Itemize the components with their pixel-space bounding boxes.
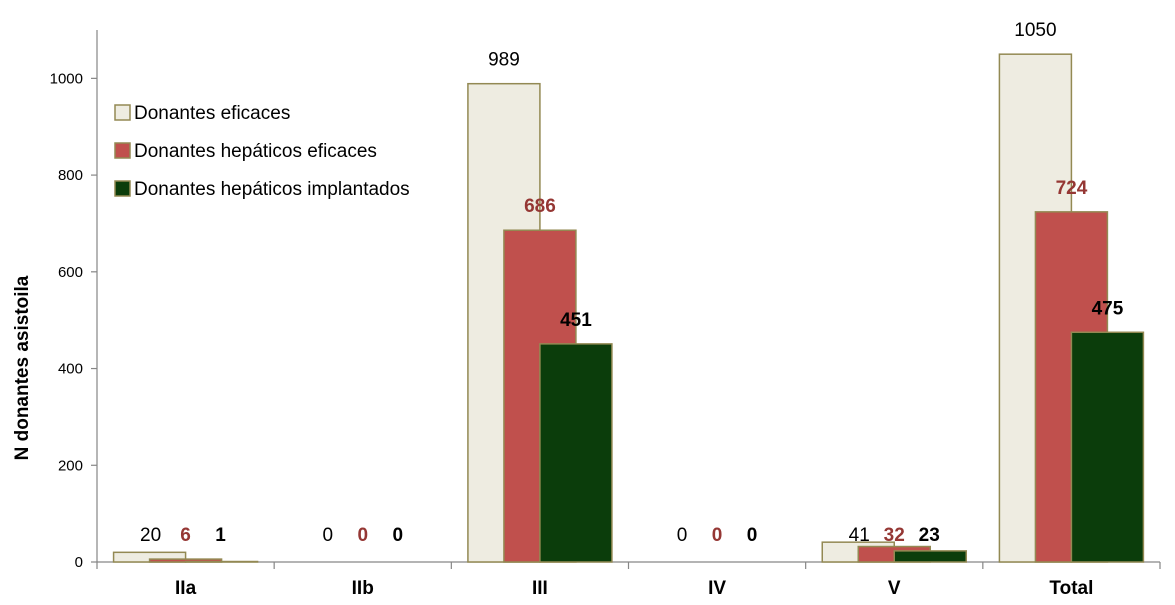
x-category-label: IIb xyxy=(352,578,374,599)
data-label: 20 xyxy=(140,525,161,546)
data-label: 1 xyxy=(215,525,226,546)
y-tick-label: 1000 xyxy=(50,70,83,87)
x-category-label: IV xyxy=(708,578,726,599)
data-label: 0 xyxy=(392,525,403,546)
legend-swatch xyxy=(114,104,131,121)
data-label: 989 xyxy=(488,50,520,71)
y-tick-label: 0 xyxy=(75,554,83,571)
legend-label: Donantes eficaces xyxy=(134,103,290,124)
data-label: 0 xyxy=(712,525,723,546)
x-category-label: V xyxy=(888,578,901,599)
data-label: 1050 xyxy=(1014,20,1056,41)
bars xyxy=(112,53,1145,563)
bar xyxy=(539,343,613,563)
legend-swatch xyxy=(114,142,131,159)
y-axis-title: N donantes asistoila xyxy=(12,275,33,460)
data-label: 41 xyxy=(849,525,870,546)
legend: Donantes eficaces Donantes hepáticos efic… xyxy=(114,103,410,200)
data-label: 0 xyxy=(747,525,758,546)
data-label: 0 xyxy=(677,525,688,546)
y-tick-label: 400 xyxy=(58,361,83,378)
data-label: 724 xyxy=(1056,178,1088,199)
data-label: 0 xyxy=(322,525,333,546)
legend-swatch xyxy=(114,180,131,197)
data-labels: 20 6 1 0 0 0 989 686 451 0 0 0 41 32 23 1050 724 475 xyxy=(140,20,1124,546)
data-label: 6 xyxy=(180,525,191,546)
bar xyxy=(893,550,967,563)
y-tick-label: 800 xyxy=(58,167,83,184)
x-category-label: IIa xyxy=(175,578,197,599)
x-category-label: Total xyxy=(1049,578,1093,599)
y-tick-label: 200 xyxy=(58,457,83,474)
y-tick-label: 600 xyxy=(58,264,83,281)
data-label: 686 xyxy=(524,196,556,217)
legend-label: Donantes hepáticos eficaces xyxy=(134,141,377,162)
data-label: 32 xyxy=(884,525,905,546)
x-category-label: III xyxy=(532,578,548,599)
bar xyxy=(1070,331,1145,563)
data-label: 451 xyxy=(560,310,592,331)
data-label: 475 xyxy=(1092,298,1124,319)
data-label: 0 xyxy=(357,525,368,546)
data-label: 23 xyxy=(919,525,940,546)
legend-label: Donantes hepáticos implantados xyxy=(134,179,410,200)
